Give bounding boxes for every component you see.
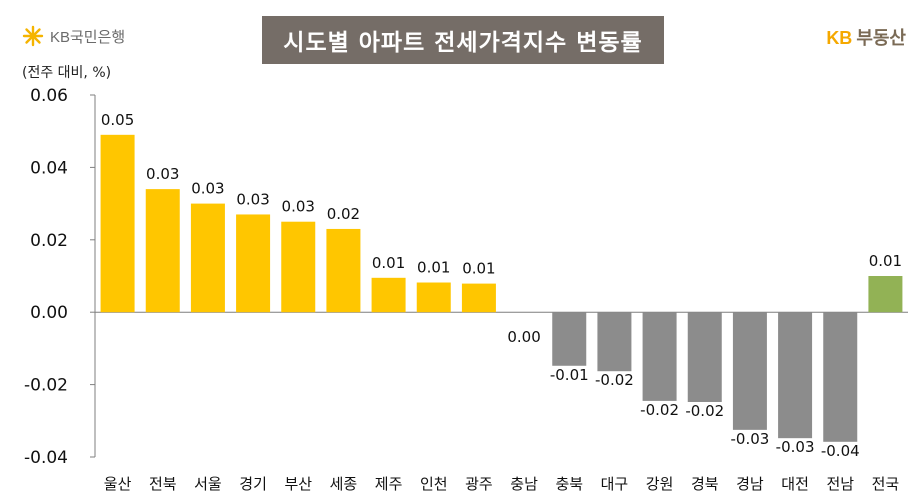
x-tick-label: 충남 [510,475,538,493]
x-tick-label: 인천 [420,475,448,493]
x-tick-label: 전남 [826,475,854,493]
data-label: 0.01 [417,259,450,277]
bar-대구 [597,312,632,372]
bar-경남 [732,312,767,430]
x-tick-label: 경북 [691,475,719,493]
data-label: 0.01 [462,260,495,278]
bar-경기 [236,214,271,313]
x-tick-label: 광주 [465,475,493,493]
kb-realestate-logo-name: 부동산 [856,28,906,48]
bar-서울 [190,203,225,313]
bar-경북 [687,312,722,402]
data-label: -0.02 [595,371,634,389]
y-tick-label: 0.06 [30,86,68,106]
bar-부산 [281,221,316,313]
bar-전남 [823,312,858,442]
x-tick-label: 전국 [872,475,900,493]
data-label: 0.03 [191,180,224,198]
bar-충북 [552,312,587,366]
data-label: 0.01 [869,252,902,270]
y-tick-label: 0.00 [30,303,68,323]
kb-bank-logo-text: KB국민은행 [50,28,126,46]
bar-전국 [868,276,903,313]
y-tick-label: 0.04 [30,158,68,178]
y-tick-label: -0.04 [24,448,68,468]
data-label: 0.03 [146,165,179,183]
data-label: 0.02 [327,205,360,223]
data-label: -0.02 [685,402,724,420]
bar-제주 [371,277,406,313]
bar-전북 [145,189,180,313]
x-tick-label: 울산 [104,475,132,493]
bar-대전 [778,312,813,439]
bar-강원 [642,312,677,401]
x-tick-label: 서울 [194,475,222,493]
x-tick-label: 제주 [375,475,403,493]
data-label: -0.03 [776,438,815,456]
bar-광주 [461,283,496,313]
kb-bank-logo: KB국민은행 [22,25,125,47]
bar-세종 [326,228,361,313]
x-tick-label: 경남 [736,475,764,493]
data-label: 0.03 [236,190,269,208]
x-tick-label: 충북 [555,475,583,493]
y-tick-label: 0.02 [30,231,68,251]
data-label: 0.00 [507,328,540,346]
y-tick-label: -0.02 [24,376,68,396]
x-tick-label: 대전 [781,475,809,493]
data-label: -0.01 [550,366,589,384]
x-tick-label: 경기 [239,475,267,493]
data-label: -0.03 [731,430,770,448]
data-label: 0.03 [282,198,315,216]
bar-울산 [100,134,135,313]
data-label: -0.04 [821,442,860,460]
x-tick-label: 전북 [149,475,177,493]
y-axis-unit-label: (전주 대비, %) [22,65,112,81]
kb-star-icon [22,25,44,47]
kb-realestate-logo: KB 부동산 [826,24,906,50]
bar-인천 [416,282,451,313]
x-tick-label: 대구 [601,475,629,493]
chart-title: 시도별 아파트 전세가격지수 변동률 [262,16,664,64]
x-tick-label: 부산 [284,475,312,493]
data-label: -0.02 [640,401,679,419]
data-label: 0.01 [372,254,405,272]
x-tick-label: 세종 [330,475,358,493]
x-tick-label: 강원 [646,475,674,493]
data-label: 0.05 [101,111,134,129]
kb-realestate-logo-kb: KB [826,28,853,48]
